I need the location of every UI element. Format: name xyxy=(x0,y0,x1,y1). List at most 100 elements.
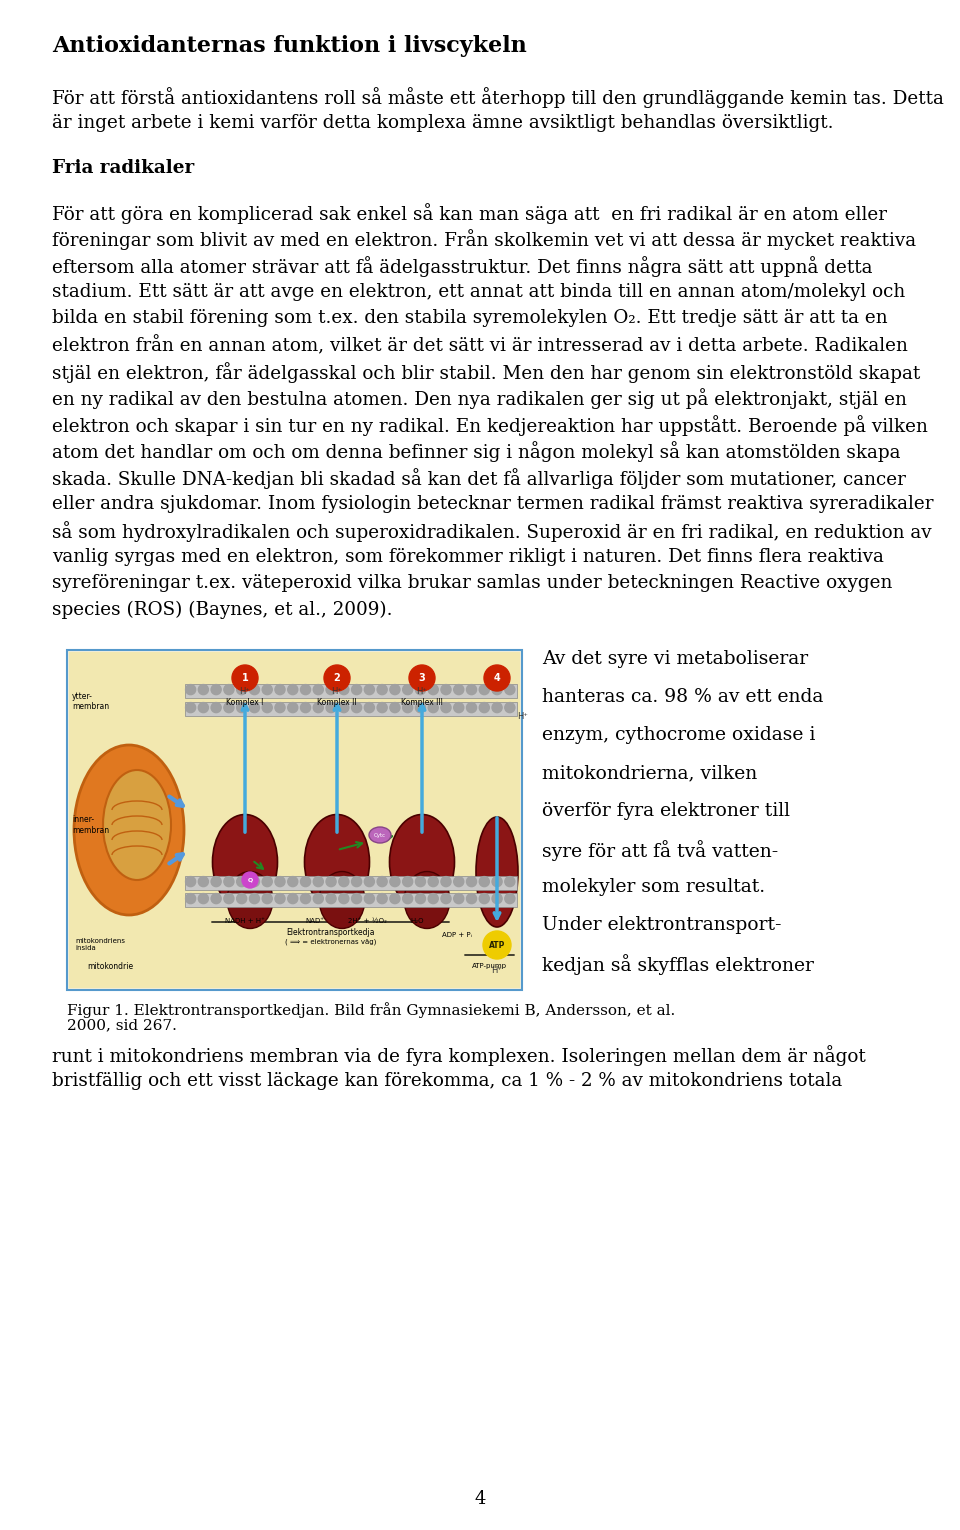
Circle shape xyxy=(300,877,311,887)
Text: skada. Skulle DNA-kedjan bli skadad så kan det få allvarliga följder som mutatio: skada. Skulle DNA-kedjan bli skadad så k… xyxy=(52,468,906,490)
Circle shape xyxy=(409,666,435,692)
Circle shape xyxy=(288,684,298,695)
Text: mitokondrierna, vilken: mitokondrierna, vilken xyxy=(542,763,757,782)
Circle shape xyxy=(416,702,425,713)
Text: Elektrontransportkedja: Elektrontransportkedja xyxy=(286,929,374,936)
Circle shape xyxy=(479,702,490,713)
Text: NADH + H⁺: NADH + H⁺ xyxy=(225,918,265,924)
Text: föreningar som blivit av med en elektron. Från skolkemin vet vi att dessa är myc: föreningar som blivit av med en elektron… xyxy=(52,230,916,251)
Text: Cytc: Cytc xyxy=(374,832,386,837)
Circle shape xyxy=(300,702,311,713)
Text: H⁺: H⁺ xyxy=(240,687,251,696)
Circle shape xyxy=(441,877,451,887)
Text: enzym, cythocrome oxidase i: enzym, cythocrome oxidase i xyxy=(542,727,815,744)
Text: 2H⁺ + ½O₂: 2H⁺ + ½O₂ xyxy=(348,918,387,924)
Text: syre för att få två vatten-: syre för att få två vatten- xyxy=(542,840,779,861)
Text: 3: 3 xyxy=(419,673,425,682)
Circle shape xyxy=(390,702,400,713)
Text: 2: 2 xyxy=(334,673,341,682)
Circle shape xyxy=(365,702,374,713)
Text: Antioxidanternas funktion i livscykeln: Antioxidanternas funktion i livscykeln xyxy=(52,35,527,57)
Text: Q: Q xyxy=(248,878,252,883)
Text: NAD⁺: NAD⁺ xyxy=(305,918,324,924)
Text: Under elektrontransport-: Under elektrontransport- xyxy=(542,916,781,933)
Circle shape xyxy=(428,702,439,713)
Text: ( ⟹ = elektronernas väg): ( ⟹ = elektronernas väg) xyxy=(285,938,376,944)
Ellipse shape xyxy=(320,872,365,929)
Text: H⁺: H⁺ xyxy=(517,711,528,721)
Ellipse shape xyxy=(390,814,454,909)
Text: mitokondrie: mitokondrie xyxy=(87,962,133,972)
Circle shape xyxy=(339,877,348,887)
Circle shape xyxy=(275,894,285,904)
Bar xyxy=(185,684,517,698)
Text: ATP-pump: ATP-pump xyxy=(472,962,507,968)
Text: Figur 1. Elektrontransportkedjan. Bild från Gymnasiekemi B, Andersson, et al.: Figur 1. Elektrontransportkedjan. Bild f… xyxy=(67,1002,675,1017)
Circle shape xyxy=(224,684,234,695)
Text: Fria radikaler: Fria radikaler xyxy=(52,159,194,176)
Circle shape xyxy=(275,702,285,713)
Circle shape xyxy=(492,684,502,695)
Text: ytter-
membran: ytter- membran xyxy=(72,692,109,711)
Circle shape xyxy=(199,894,208,904)
Text: Komplex I: Komplex I xyxy=(227,698,264,707)
Circle shape xyxy=(428,684,439,695)
Circle shape xyxy=(326,894,336,904)
Circle shape xyxy=(313,702,324,713)
Circle shape xyxy=(390,877,400,887)
Circle shape xyxy=(365,877,374,887)
Bar xyxy=(185,702,517,716)
Circle shape xyxy=(505,877,515,887)
Circle shape xyxy=(262,702,273,713)
Circle shape xyxy=(262,877,273,887)
Circle shape xyxy=(351,684,362,695)
Text: så som hydroxylradikalen och superoxidradikalen. Superoxid är en fri radikal, en: så som hydroxylradikalen och superoxidra… xyxy=(52,522,931,542)
Circle shape xyxy=(250,684,259,695)
Ellipse shape xyxy=(476,817,518,927)
Text: runt i mitokondriens membran via de fyra komplexen. Isoleringen mellan dem är nå: runt i mitokondriens membran via de fyra… xyxy=(52,1045,866,1066)
Text: vanlig syrgas med en elektron, som förekommer rikligt i naturen. Det finns flera: vanlig syrgas med en elektron, som förek… xyxy=(52,548,884,566)
Circle shape xyxy=(199,702,208,713)
Circle shape xyxy=(454,702,464,713)
Circle shape xyxy=(262,894,273,904)
Circle shape xyxy=(300,894,311,904)
Circle shape xyxy=(224,894,234,904)
Circle shape xyxy=(484,666,510,692)
Circle shape xyxy=(402,877,413,887)
Circle shape xyxy=(185,702,196,713)
Circle shape xyxy=(505,702,515,713)
Circle shape xyxy=(351,877,362,887)
Circle shape xyxy=(185,894,196,904)
Text: hanteras ca. 98 % av ett enda: hanteras ca. 98 % av ett enda xyxy=(542,688,824,705)
Circle shape xyxy=(242,872,258,887)
Circle shape xyxy=(377,877,387,887)
Text: stjäl en elektron, får ädelgasskal och blir stabil. Men den har genom sin elektr: stjäl en elektron, får ädelgasskal och b… xyxy=(52,363,921,382)
Circle shape xyxy=(467,684,476,695)
Bar xyxy=(67,650,522,990)
Circle shape xyxy=(326,684,336,695)
Circle shape xyxy=(232,666,258,692)
Circle shape xyxy=(224,702,234,713)
Circle shape xyxy=(211,702,221,713)
Text: 4: 4 xyxy=(493,673,500,682)
Text: atom det handlar om och om denna befinner sig i någon molekyl så kan atomstölden: atom det handlar om och om denna befinne… xyxy=(52,442,900,462)
Circle shape xyxy=(339,684,348,695)
Ellipse shape xyxy=(304,814,370,909)
Text: ATP: ATP xyxy=(489,941,505,950)
Circle shape xyxy=(211,894,221,904)
Text: För att förstå antioxidantens roll så måste ett återhopp till den grundläggande : För att förstå antioxidantens roll så må… xyxy=(52,87,944,109)
Text: H⁺: H⁺ xyxy=(417,687,427,696)
Circle shape xyxy=(416,894,425,904)
Circle shape xyxy=(236,702,247,713)
Circle shape xyxy=(211,877,221,887)
Circle shape xyxy=(365,894,374,904)
Circle shape xyxy=(236,894,247,904)
Circle shape xyxy=(185,684,196,695)
Circle shape xyxy=(428,877,439,887)
Ellipse shape xyxy=(228,872,273,929)
Circle shape xyxy=(324,666,350,692)
Circle shape xyxy=(505,684,515,695)
Circle shape xyxy=(467,702,476,713)
Circle shape xyxy=(250,894,259,904)
Circle shape xyxy=(313,684,324,695)
